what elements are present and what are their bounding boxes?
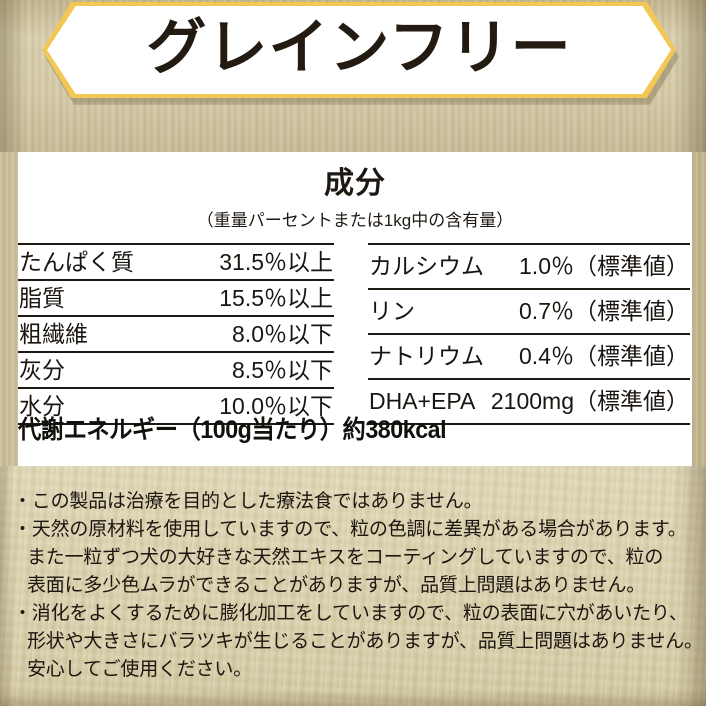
table-row: 水分 10.0％以下 bbox=[18, 387, 334, 425]
nutrient-label: 灰分 bbox=[18, 351, 177, 388]
banner-white-fill bbox=[47, 6, 671, 94]
nutrient-value: 2100mg（標準値） bbox=[486, 378, 690, 425]
note-line: 安心してご使用ください。 bbox=[27, 659, 253, 680]
nutrient-value: 31.5％以上 bbox=[176, 243, 334, 280]
nutrient-value: 8.5％以下 bbox=[176, 351, 334, 388]
top-band-left-shade bbox=[0, 0, 26, 152]
table-row: 粗繊維 8.0％以下 bbox=[18, 315, 334, 352]
top-band-right-shade bbox=[676, 0, 706, 152]
note-line: 表面に多少色ムラができることがありますが、品質上問題はありません。 bbox=[27, 575, 646, 596]
nutrient-label: リン bbox=[368, 288, 487, 334]
nutrient-value: 10.0％以下 bbox=[176, 387, 334, 425]
composition-title: 成分 bbox=[324, 167, 386, 200]
nutrient-value: 0.4％（標準値） bbox=[486, 333, 690, 379]
notes-list: ・この製品は治療を目的とした療法食ではありません。 ・天然の原材料を使用していま… bbox=[13, 488, 703, 684]
note-line: 形状や大きさにバラツキが生じることがありますが、品質上問題はありません。 bbox=[27, 631, 703, 652]
nutrient-value: 1.0％（標準値） bbox=[486, 243, 690, 289]
footer-left-shade bbox=[0, 466, 14, 706]
table-row: リン 0.7％（標準値） bbox=[368, 288, 690, 334]
table-row: ナトリウム 0.4％（標準値） bbox=[368, 333, 690, 379]
grain-free-banner: グレインフリー bbox=[42, 2, 679, 105]
composition-panel: 成分 （重量パーセントまたは1kg中の含有量） たんぱく質 31.5％以上 脂質… bbox=[18, 152, 692, 466]
metabolizable-energy-text: 代謝エネルギー（100g当たり）約380kcal bbox=[18, 416, 447, 444]
note-line: ・天然の原材料を使用していますので、粒の色調に差異がある場合があります。 bbox=[13, 519, 687, 540]
table-row: DHA+EPA 2100mg（標準値） bbox=[368, 378, 690, 425]
nutrient-value: 15.5％以上 bbox=[176, 279, 334, 316]
nutrient-label: カルシウム bbox=[368, 243, 487, 289]
nutrient-label: 水分 bbox=[18, 387, 177, 425]
nutrition-table-right: カルシウム 1.0％（標準値） リン 0.7％（標準値） ナトリウム 0.4％（… bbox=[368, 243, 690, 425]
footer-bottom-shade bbox=[0, 690, 706, 706]
note-line: また一粒ずつ犬の大好きな天然エキスをコーティングしていますので、粒の bbox=[27, 547, 664, 568]
footer-notes-area: ・この製品は治療を目的とした療法食ではありません。 ・天然の原材料を使用していま… bbox=[0, 466, 706, 706]
nutrition-table-left: たんぱく質 31.5％以上 脂質 15.5％以上 粗繊維 8.0％以下 灰分 8… bbox=[18, 243, 334, 425]
note-line: ・消化をよくするために膨化加工をしていますので、粒の表面に穴があいたり、 bbox=[13, 603, 688, 624]
nutrient-label: 脂質 bbox=[18, 279, 177, 316]
table-row: 灰分 8.5％以下 bbox=[18, 351, 334, 388]
nutrition-table-right-body: カルシウム 1.0％（標準値） リン 0.7％（標準値） ナトリウム 0.4％（… bbox=[368, 243, 690, 425]
table-row: 脂質 15.5％以上 bbox=[18, 279, 334, 316]
nutrient-label: たんぱく質 bbox=[18, 243, 177, 280]
nutrition-table-left-body: たんぱく質 31.5％以上 脂質 15.5％以上 粗繊維 8.0％以下 灰分 8… bbox=[18, 243, 334, 425]
table-row: たんぱく質 31.5％以上 bbox=[18, 243, 334, 280]
banner-title: グレインフリー bbox=[146, 14, 572, 81]
nutrient-label: ナトリウム bbox=[368, 333, 487, 379]
table-row: カルシウム 1.0％（標準値） bbox=[368, 243, 690, 289]
metabolizable-energy-row: 代謝エネルギー（100g当たり）約380kcal bbox=[18, 418, 692, 443]
nutrient-value: 0.7％（標準値） bbox=[486, 288, 690, 334]
nutrient-label: 粗繊維 bbox=[18, 315, 177, 352]
note-line: ・この製品は治療を目的とした療法食ではありません。 bbox=[13, 491, 483, 512]
nutrition-tables: たんぱく質 31.5％以上 脂質 15.5％以上 粗繊維 8.0％以下 灰分 8… bbox=[18, 243, 692, 425]
footer-right-shade bbox=[672, 466, 706, 706]
nutrient-value: 8.0％以下 bbox=[176, 315, 334, 352]
nutrient-label: DHA+EPA bbox=[368, 378, 487, 425]
composition-subtitle: （重量パーセントまたは1kg中の含有量） bbox=[196, 210, 514, 230]
